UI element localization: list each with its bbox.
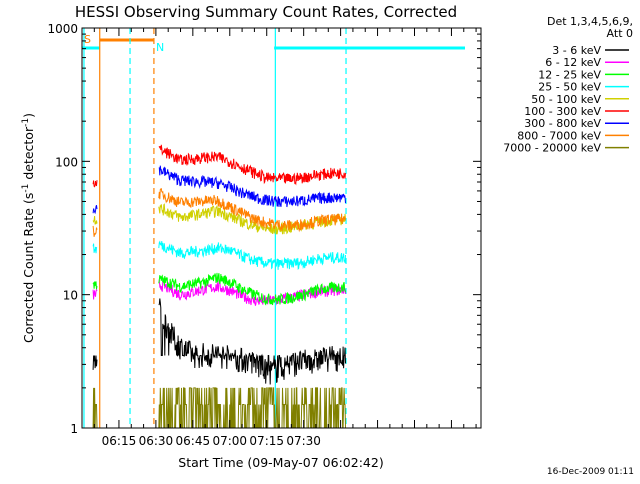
series-300-800-kev (92, 165, 346, 215)
legend-label: 3 - 6 keV (552, 44, 601, 57)
x-axis-label: Start Time (09-May-07 06:02:42) (178, 455, 383, 470)
y-tick-label: 100 (55, 155, 78, 169)
y-label-sup2: -1 (21, 118, 31, 127)
series-trace (158, 144, 346, 186)
series-trace (158, 387, 346, 429)
night-flag-label: N (156, 41, 164, 54)
interval-lines (83, 28, 347, 428)
legend-label: 7000 - 20000 keV (503, 142, 601, 155)
y-label-sup1: -1 (21, 184, 31, 193)
series-25-50-kev (92, 240, 346, 270)
legend-label: 800 - 7000 keV (517, 129, 601, 142)
x-tick-label: 06:15 (102, 434, 137, 448)
series-trace (158, 165, 346, 208)
y-tick-label: 1000 (47, 22, 78, 36)
x-tick-label: 07:30 (286, 434, 321, 448)
series-7000-20000-kev (92, 387, 346, 429)
legend-label: 100 - 300 keV (524, 105, 601, 118)
series-3-6-kev (92, 298, 346, 385)
y-label-end: ) (21, 113, 36, 118)
series-12-25-kev (92, 272, 346, 306)
legend-title-line-2: Att 0 (607, 27, 633, 40)
y-axis-label: Corrected Count Rate (s-1 detector-1) (21, 113, 36, 343)
series-trace (92, 355, 98, 370)
series-trace (92, 243, 98, 254)
series-trace (158, 188, 346, 233)
series-trace (92, 180, 98, 188)
flag-bars (82, 38, 465, 50)
series-trace (92, 225, 98, 237)
series-trace (158, 272, 346, 306)
legend-label: 6 - 12 keV (545, 56, 601, 69)
y-tick-label: 1 (70, 422, 78, 436)
legend-label: 25 - 50 keV (538, 81, 601, 94)
legend-label: 50 - 100 keV (531, 93, 601, 106)
x-tick-label: 06:45 (176, 434, 211, 448)
legend-label: 300 - 800 keV (524, 117, 601, 130)
x-tick-label: 07:15 (249, 434, 284, 448)
series-trace (92, 281, 98, 290)
footer-timestamp: 16-Dec-2009 01:11 (547, 467, 634, 477)
series-trace (92, 387, 98, 429)
y-tick-label: 10 (63, 289, 78, 303)
series-trace (92, 205, 98, 215)
series-trace (92, 288, 98, 300)
saa-flag-label: S (84, 33, 91, 46)
series-trace (158, 298, 346, 385)
x-tick-label: 06:30 (139, 434, 174, 448)
series-800-7000-kev (92, 188, 346, 237)
x-axis: 06:15 06:30 06:45 07:00 07:15 07:30 (93, 28, 477, 448)
chart-title: HESSI Observing Summary Count Rates, Cor… (75, 3, 457, 21)
y-label-main: Corrected Count Rate (s (21, 193, 36, 343)
series-group (92, 144, 346, 429)
legend-title-line-1: Det 1,3,4,5,6,9, (547, 15, 633, 28)
y-label-mid: detector (21, 126, 36, 184)
series-100-300-kev (92, 144, 346, 188)
series-trace (92, 215, 98, 225)
series-50-100-kev (92, 203, 346, 235)
y-axis: 1 10 100 1000 (47, 22, 481, 436)
plot-frame (81, 27, 482, 429)
x-tick-label: 07:00 (212, 434, 247, 448)
series-trace (158, 240, 346, 270)
legend-label: 12 - 25 keV (538, 68, 601, 81)
